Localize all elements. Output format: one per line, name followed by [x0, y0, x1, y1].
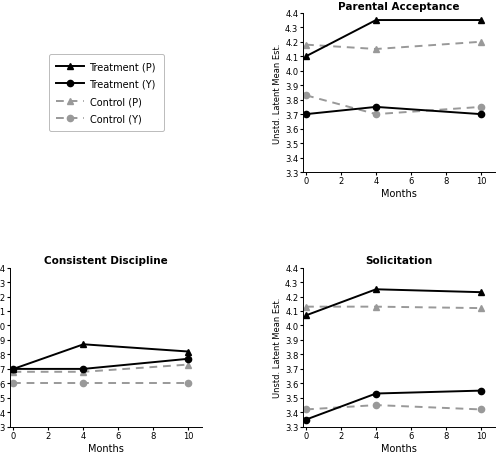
Y-axis label: Unstd. Latent Mean Est.: Unstd. Latent Mean Est.	[273, 43, 282, 143]
Title: Solicitation: Solicitation	[365, 256, 432, 266]
Title: Parental Acceptance: Parental Acceptance	[338, 2, 460, 11]
X-axis label: Months: Months	[381, 443, 416, 453]
Title: Consistent Discipline: Consistent Discipline	[44, 256, 168, 266]
X-axis label: Months: Months	[88, 443, 124, 453]
Y-axis label: Unstd. Latent Mean Est.: Unstd. Latent Mean Est.	[273, 297, 282, 397]
X-axis label: Months: Months	[381, 189, 416, 199]
Legend: Treatment (P), Treatment (Y), Control (P), Control (Y): Treatment (P), Treatment (Y), Control (P…	[48, 55, 164, 132]
